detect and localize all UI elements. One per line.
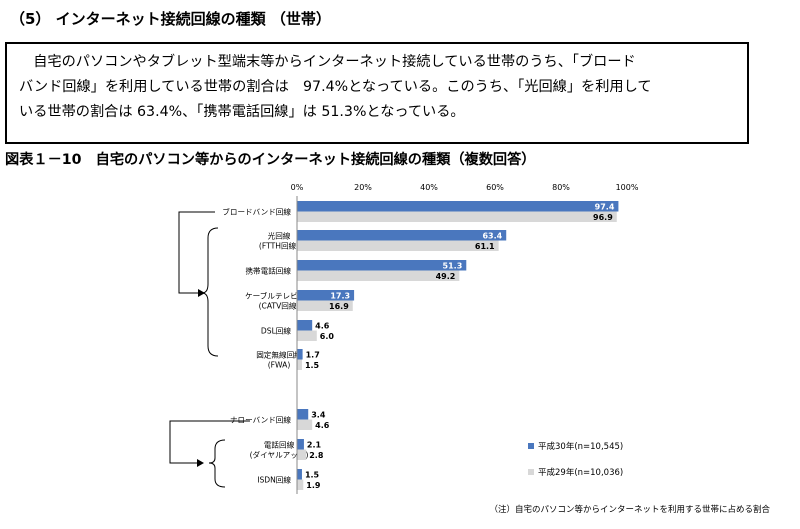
bracket-brace	[208, 439, 226, 488]
bar-series2	[297, 211, 617, 222]
data-label-series1: 3.4	[311, 411, 326, 420]
bar-series1	[297, 260, 467, 271]
category-label: (CATV回線)	[259, 301, 300, 311]
bar-series2	[297, 359, 302, 370]
summary-line-3: いる世帯の割合は 63.4%、「携帯電話回線」は 51.3%となっている。	[19, 104, 465, 120]
footnote: （注）自宅のパソコン等からインターネットを利用する世帯に占める割合	[489, 505, 770, 515]
bar-series1	[297, 439, 304, 450]
summary-line-1: 自宅のパソコンやタブレット型端末等からインターネット接続している世帯のうち、「ブ…	[19, 54, 636, 70]
bar-series2	[297, 300, 353, 311]
bar-series2	[297, 330, 317, 341]
data-label-series1: 97.4	[595, 203, 615, 212]
data-label-series2: 6.0	[320, 332, 335, 341]
bar-series2	[297, 449, 307, 460]
data-label-series2: 16.9	[329, 302, 349, 311]
data-label-series2: 1.9	[306, 481, 321, 490]
data-label-series1: 51.3	[443, 262, 463, 271]
data-label-series2: 4.6	[315, 421, 330, 430]
bar-series2	[297, 419, 313, 430]
data-label-series2: 2.8	[309, 451, 324, 460]
data-label-series2: 61.1	[475, 242, 495, 251]
data-label-series1: 17.3	[330, 292, 350, 301]
bar-series1	[297, 201, 619, 212]
data-label-series1: 63.4	[482, 232, 502, 241]
category-label: 固定無線回線	[256, 350, 302, 360]
data-label-series1: 1.7	[306, 351, 320, 360]
category-label: 光回線	[268, 231, 291, 241]
x-tick-label: 20%	[354, 183, 372, 192]
bar-series1	[297, 409, 309, 420]
category-label: ブロードバンド回線	[222, 207, 291, 217]
bracket-arrowhead	[197, 459, 204, 467]
bracket-line	[178, 211, 215, 294]
data-label-series2: 49.2	[436, 272, 456, 281]
bar-series2	[297, 270, 460, 281]
legend-swatch	[528, 469, 534, 475]
legend-label: 平成30年(n=10,545)	[538, 441, 623, 452]
bracket-arrowhead	[198, 289, 205, 297]
legend-swatch	[528, 443, 534, 449]
category-label: 携帯電話回線	[245, 266, 291, 276]
bracket-brace	[201, 227, 219, 357]
data-label-series1: 2.1	[307, 441, 322, 450]
category-label: ナローバンド回線	[230, 415, 291, 425]
data-label-series2: 96.9	[593, 213, 613, 222]
category-label: (FWA)	[268, 361, 291, 370]
bar-series1	[297, 290, 355, 301]
summary-line-2: バンド回線」を利用している世帯の割合は 97.4%となっている。このうち、「光回…	[19, 79, 652, 95]
x-tick-label: 80%	[552, 183, 570, 192]
bracket-line	[169, 420, 250, 464]
bar-series2	[297, 479, 304, 490]
data-label-series2: 1.5	[305, 361, 320, 370]
x-tick-label: 60%	[486, 183, 504, 192]
category-label: ケーブルテレビ回線	[245, 291, 313, 301]
legend-label: 平成29年(n=10,036)	[538, 467, 623, 478]
bar-series1	[297, 230, 507, 241]
category-label: DSL回線	[261, 326, 291, 336]
bar-series2	[297, 240, 499, 251]
bar-series1	[297, 320, 313, 331]
summary-box: 自宅のパソコンやタブレット型端末等からインターネット接続している世帯のうち、「ブ…	[5, 42, 749, 144]
bar-series1	[297, 469, 302, 480]
bar-series1	[297, 349, 303, 360]
x-tick-label: 100%	[616, 183, 639, 192]
category-label: (ダイヤルアップ)	[250, 450, 309, 460]
section-title: （5） インターネット接続回線の種類 （世帯）	[10, 10, 331, 28]
x-tick-label: 40%	[420, 183, 438, 192]
data-label-series1: 4.6	[315, 322, 330, 331]
figure-title: 図表１－10 自宅のパソコン等からのインターネット接続回線の種類（複数回答）	[5, 152, 536, 168]
category-label: ISDN回線	[257, 475, 291, 485]
x-tick-label: 0%	[291, 183, 304, 192]
category-label: 電話回線	[264, 440, 295, 450]
category-label: (FTTH回線)	[259, 241, 299, 251]
data-label-series1: 1.5	[305, 471, 320, 480]
